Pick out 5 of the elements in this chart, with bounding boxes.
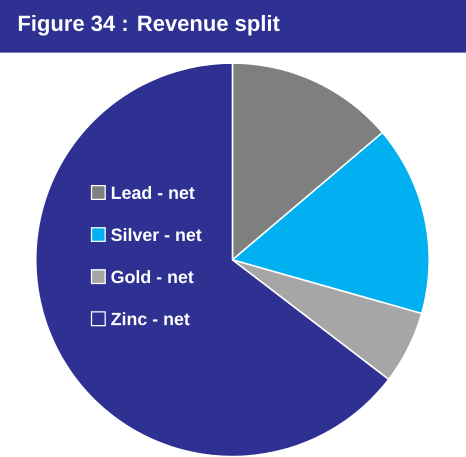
legend-label: Lead - net	[112, 186, 195, 199]
slice-label: Zinc - net	[111, 312, 190, 326]
legend-label: Silver - net	[111, 228, 202, 241]
chart-title: Figure 34 : Revenue split	[18, 14, 280, 36]
legend-label: Gold - net	[111, 270, 194, 284]
